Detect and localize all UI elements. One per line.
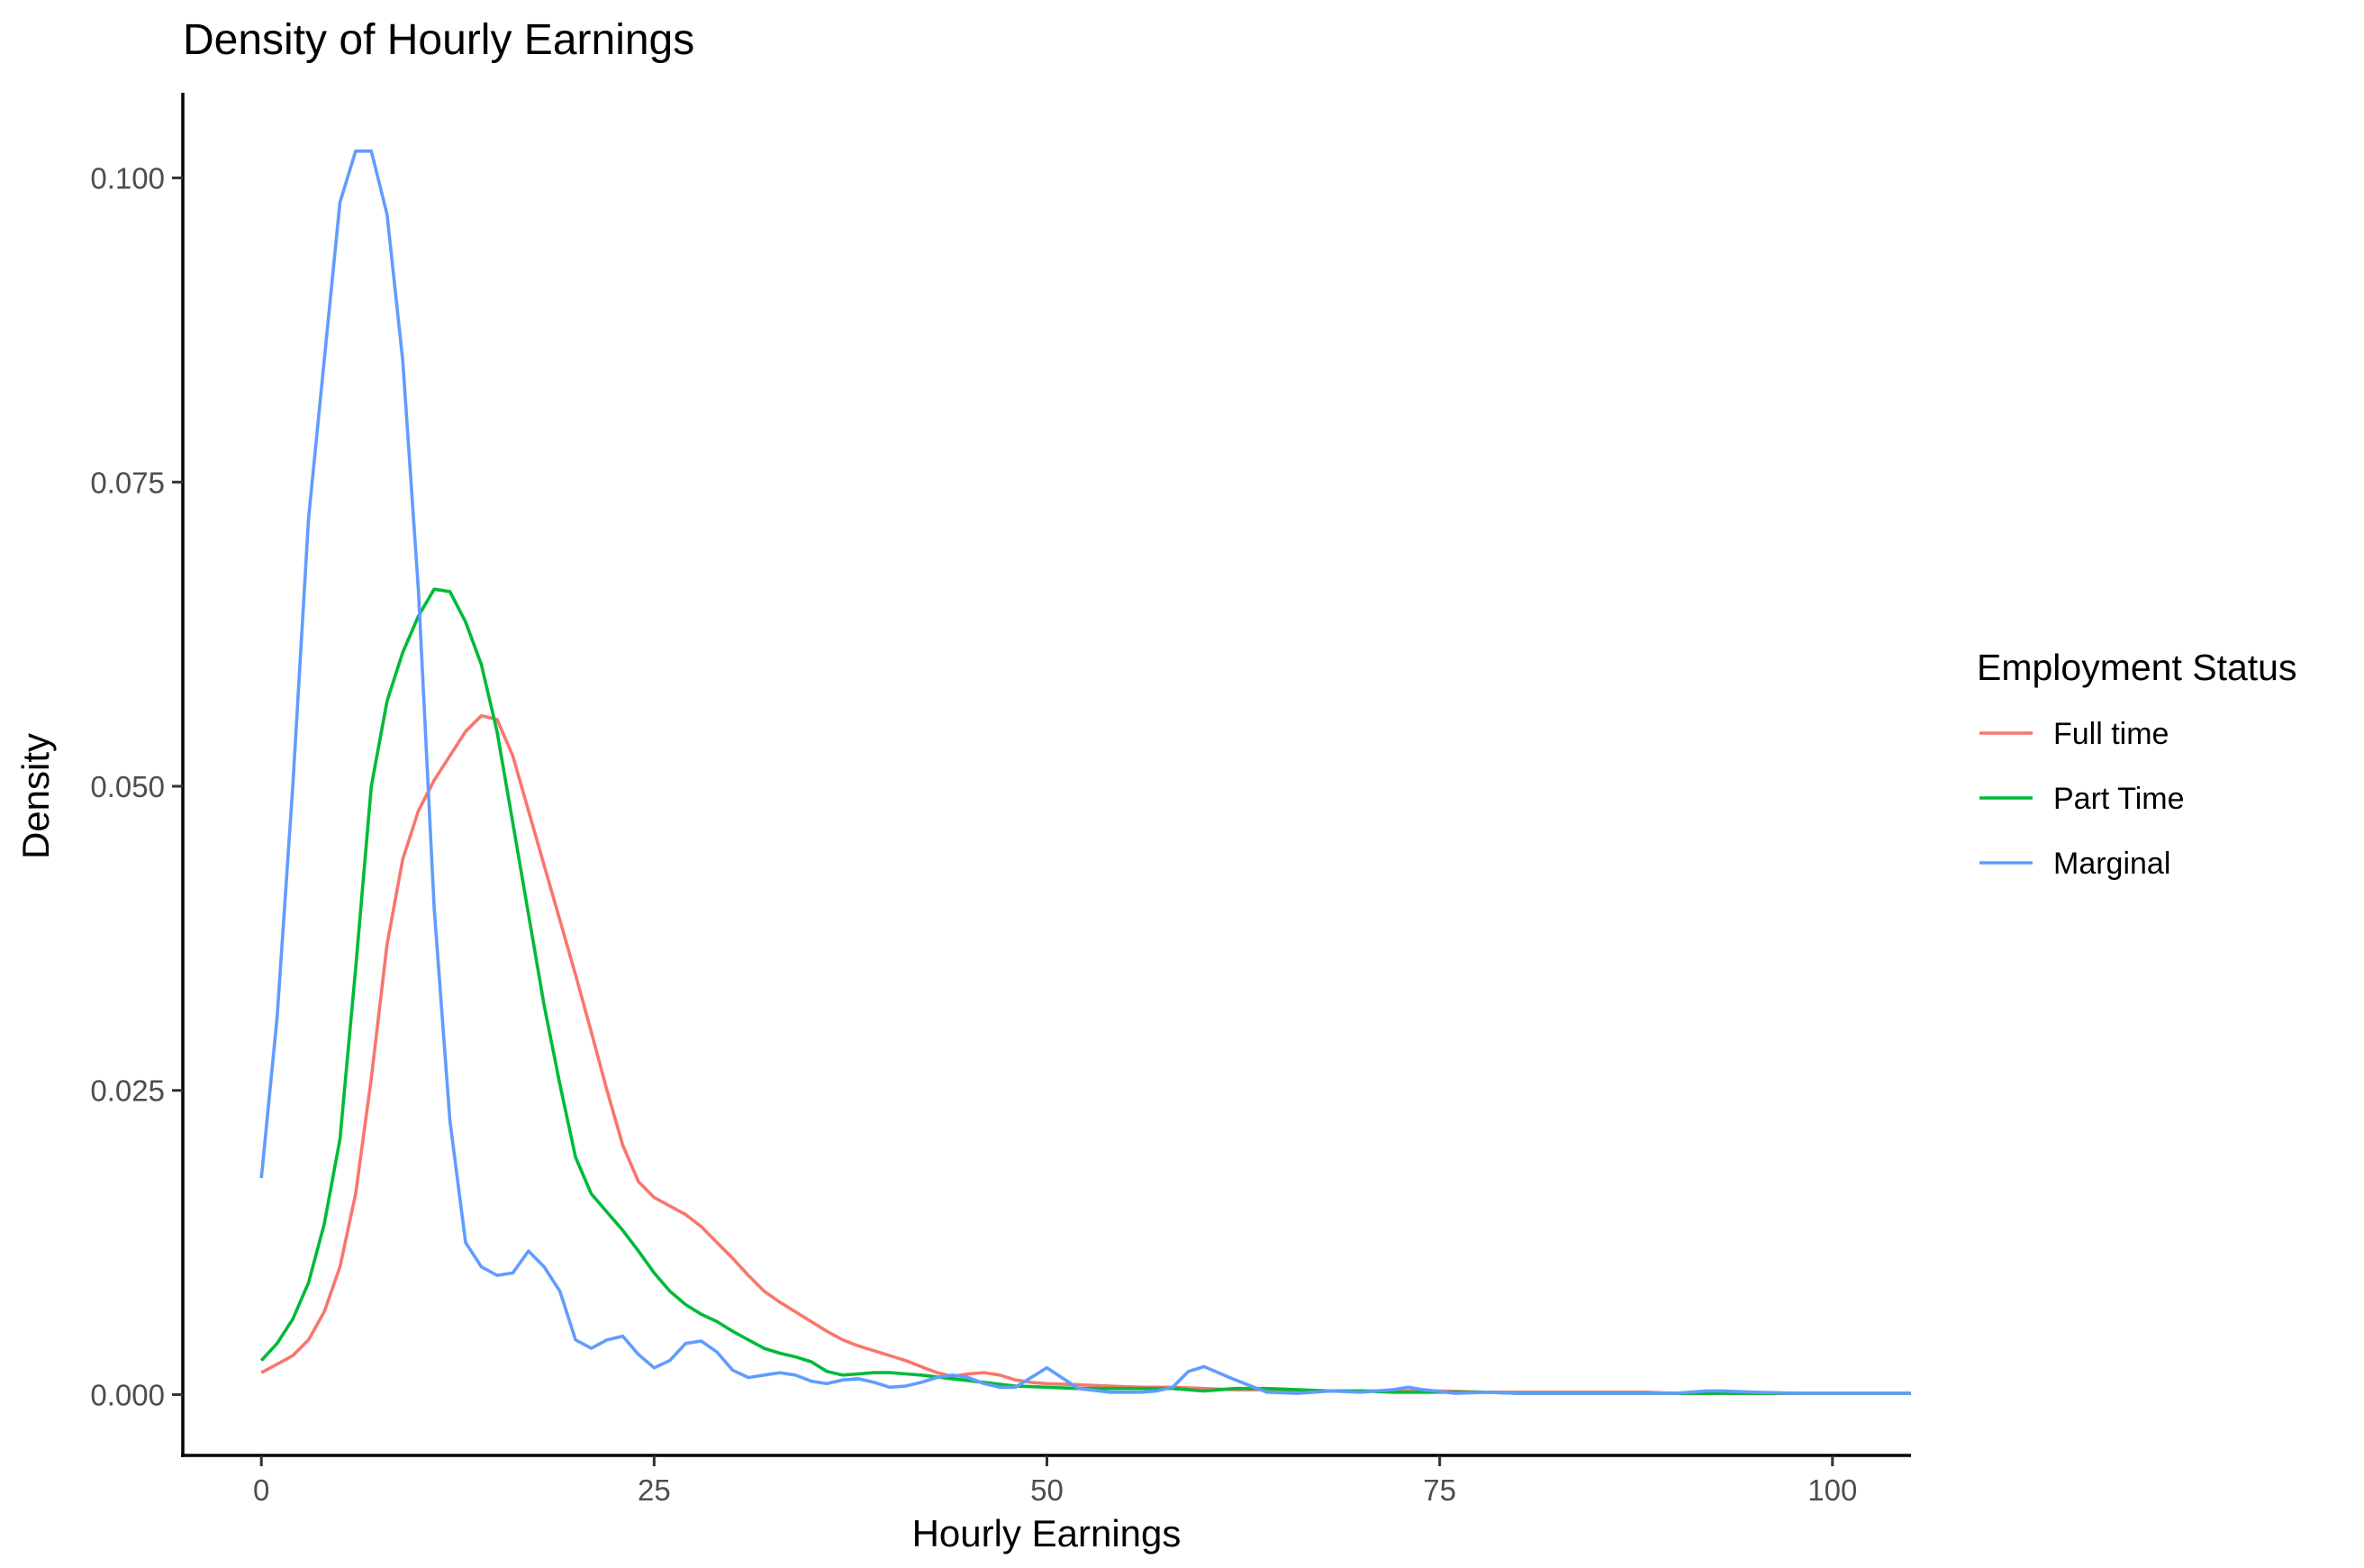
legend-items: Full time Part Time Marginal — [1979, 717, 2184, 881]
x-tick-label: 50 — [1030, 1473, 1064, 1507]
legend: Employment Status Full time Part Time Marg… — [1977, 647, 2297, 881]
series-line-marginal — [259, 150, 1911, 1395]
y-ticks: 0.000 0.025 0.050 0.075 0.100 — [90, 162, 183, 1411]
x-tick-label: 0 — [253, 1473, 269, 1507]
series-line-full-time — [260, 713, 1911, 1395]
plot-area: 0 25 50 75 100 0.000 0.025 0.050 0.075 0.100 — [90, 93, 1911, 1507]
y-tick-label: 0.100 — [90, 162, 165, 195]
legend-label-full-time: Full time — [2053, 717, 2169, 751]
x-tick-label: 25 — [638, 1473, 671, 1507]
legend-item-part-time: Part Time — [1979, 782, 2184, 816]
legend-label-marginal: Marginal — [2053, 847, 2170, 881]
chart-title: Density of Hourly Earnings — [183, 16, 694, 64]
y-tick-label: 0.075 — [90, 466, 165, 499]
legend-item-marginal: Marginal — [1979, 847, 2170, 881]
x-ticks: 0 25 50 75 100 — [253, 1455, 1857, 1507]
legend-item-full-time: Full time — [1979, 717, 2169, 751]
legend-title: Employment Status — [1977, 647, 2297, 688]
y-tick-label: 0.025 — [90, 1074, 165, 1108]
legend-label-part-time: Part Time — [2053, 782, 2184, 816]
y-tick-label: 0.050 — [90, 770, 165, 803]
y-axis-title: Density — [14, 733, 57, 859]
x-axis-title: Hourly Earnings — [912, 1512, 1182, 1554]
x-tick-label: 100 — [1807, 1473, 1857, 1507]
y-tick-label: 0.000 — [90, 1378, 165, 1411]
x-tick-label: 75 — [1423, 1473, 1456, 1507]
series-layer — [259, 150, 1911, 1395]
